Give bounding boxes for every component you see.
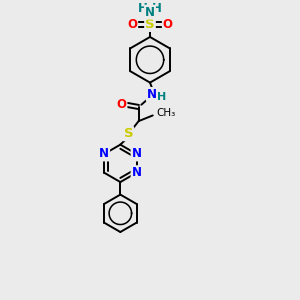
- Text: N: N: [99, 148, 109, 160]
- Text: N: N: [131, 166, 142, 179]
- Text: O: O: [127, 18, 137, 31]
- Text: O: O: [163, 18, 173, 31]
- Text: H: H: [152, 2, 162, 15]
- Text: S: S: [124, 127, 133, 140]
- Text: H: H: [138, 2, 148, 15]
- Text: N: N: [131, 148, 142, 160]
- Text: O: O: [116, 98, 127, 111]
- Text: H: H: [157, 92, 167, 102]
- Text: N: N: [147, 88, 157, 101]
- Text: S: S: [145, 18, 155, 31]
- Text: N: N: [145, 6, 155, 19]
- Text: CH₃: CH₃: [156, 108, 176, 118]
